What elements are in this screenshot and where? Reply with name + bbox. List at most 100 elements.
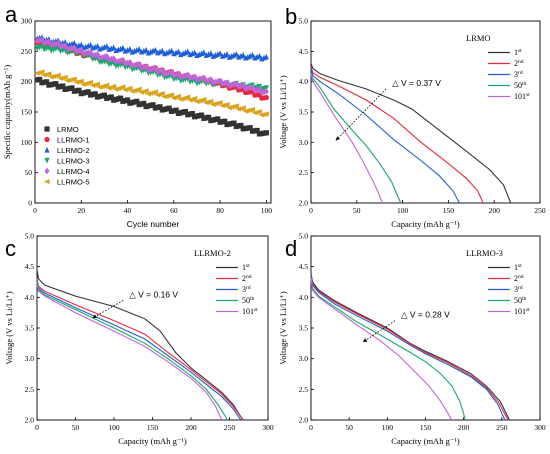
legend-label: 2nd bbox=[514, 59, 524, 68]
data-point bbox=[159, 47, 165, 54]
panel-a: a 0 20 40 60 80 100 0 50 100 150 200 250 300 Cycle num… bbox=[2, 2, 272, 229]
legend-label: 50th bbox=[242, 296, 255, 305]
series-line-101st bbox=[36, 284, 223, 421]
data-point bbox=[69, 44, 75, 52]
legend-label: 2nd bbox=[514, 274, 524, 283]
x-tick-label: 0 bbox=[309, 423, 313, 432]
data-point bbox=[44, 157, 50, 164]
series-line-101st bbox=[310, 74, 383, 204]
data-point bbox=[92, 91, 98, 97]
data-point bbox=[141, 100, 147, 106]
series-lrmo bbox=[34, 76, 269, 137]
data-point bbox=[134, 98, 140, 104]
data-point bbox=[78, 78, 84, 84]
x-axis-label: Capacity (mAh g⁻¹) bbox=[391, 436, 460, 446]
x-tick-label: 100 bbox=[382, 423, 394, 432]
data-point bbox=[138, 64, 145, 71]
y-tick-label: 100 bbox=[21, 138, 33, 147]
series-line-2nd bbox=[310, 66, 484, 204]
x-tick-label: 300 bbox=[262, 423, 274, 432]
data-point bbox=[263, 88, 269, 95]
data-point bbox=[189, 74, 195, 81]
data-point bbox=[71, 76, 77, 82]
data-point bbox=[263, 94, 269, 101]
data-point bbox=[55, 72, 61, 78]
x-tick-label: 80 bbox=[216, 206, 224, 215]
x-tick-label: 300 bbox=[534, 423, 546, 432]
legend-label: 3rd bbox=[242, 285, 251, 294]
y-tick-label: 2.0 bbox=[25, 416, 35, 425]
data-point bbox=[136, 86, 142, 92]
series-line-3rd bbox=[310, 68, 460, 204]
data-point bbox=[259, 89, 265, 96]
data-point bbox=[34, 37, 40, 45]
delta-v-annotation: △ V = 0.28 V bbox=[401, 310, 450, 320]
data-point bbox=[249, 106, 256, 113]
panel-title: LRMO bbox=[466, 33, 491, 43]
y-tick-label: 3.5 bbox=[299, 108, 309, 117]
data-point bbox=[263, 111, 269, 117]
x-tick-label: 150 bbox=[420, 423, 432, 432]
delta-v-arrowhead bbox=[335, 136, 340, 141]
data-point bbox=[126, 85, 133, 91]
data-point bbox=[94, 81, 101, 87]
data-point bbox=[203, 77, 209, 85]
data-point bbox=[201, 49, 207, 56]
data-point bbox=[67, 45, 73, 52]
data-point bbox=[62, 42, 68, 49]
data-point bbox=[62, 39, 68, 45]
x-tick-label: 0 bbox=[33, 206, 37, 215]
data-point bbox=[143, 46, 149, 53]
data-point bbox=[224, 51, 230, 57]
data-point bbox=[94, 42, 101, 49]
data-point bbox=[175, 48, 182, 55]
x-tick-label: 0 bbox=[35, 423, 39, 432]
data-point bbox=[200, 96, 207, 103]
data-point bbox=[184, 94, 191, 100]
data-point bbox=[83, 49, 89, 57]
data-point bbox=[39, 43, 45, 50]
series-line-3rd bbox=[36, 280, 242, 421]
data-point bbox=[216, 99, 223, 106]
data-point bbox=[263, 85, 269, 91]
data-point bbox=[118, 95, 124, 101]
series-line-50th bbox=[36, 281, 228, 421]
series-line-101st bbox=[310, 278, 452, 421]
panel-title: LLRMO-3 bbox=[466, 248, 503, 258]
data-point bbox=[101, 92, 108, 98]
series-line-2nd bbox=[310, 273, 509, 421]
panel-d: d 0 50 100 150 200 250 300 2.0 2.5 3.0 3.5 4.0 4.5 5.0… bbox=[278, 232, 546, 447]
data-point bbox=[249, 51, 256, 58]
data-point bbox=[159, 91, 165, 97]
legend-label: 50th bbox=[514, 81, 527, 90]
legend-label: 101st bbox=[514, 92, 530, 101]
data-point bbox=[261, 88, 267, 96]
legend-label: 50th bbox=[514, 296, 527, 305]
data-point bbox=[157, 104, 163, 110]
legend-label: LLRMO-4 bbox=[57, 167, 90, 176]
y-tick-label: 200 bbox=[21, 77, 33, 86]
data-point bbox=[212, 78, 219, 86]
plot-frame bbox=[36, 235, 269, 421]
data-point bbox=[215, 116, 221, 122]
y-tick-label: 4.5 bbox=[25, 262, 35, 271]
data-point bbox=[113, 58, 119, 65]
panel-title: LLRMO-2 bbox=[194, 248, 231, 258]
data-point bbox=[175, 93, 182, 99]
y-axis-label: Voltage (V vs Li/Li⁺) bbox=[278, 75, 288, 149]
data-point bbox=[43, 178, 50, 185]
data-point bbox=[238, 82, 244, 90]
delta-v-annotation: △ V = 0.37 V bbox=[392, 78, 441, 88]
data-point bbox=[104, 43, 110, 49]
x-tick-label: 150 bbox=[147, 423, 159, 432]
data-point bbox=[182, 108, 188, 115]
x-tick-label: 200 bbox=[489, 206, 501, 215]
legend-label: 2nd bbox=[242, 274, 252, 283]
data-point bbox=[142, 88, 149, 94]
series-line-3rd bbox=[310, 275, 506, 421]
plot-frame bbox=[310, 235, 541, 421]
legend-label: LLRMO-1 bbox=[57, 136, 90, 145]
data-point bbox=[238, 122, 244, 129]
data-point bbox=[92, 51, 98, 59]
